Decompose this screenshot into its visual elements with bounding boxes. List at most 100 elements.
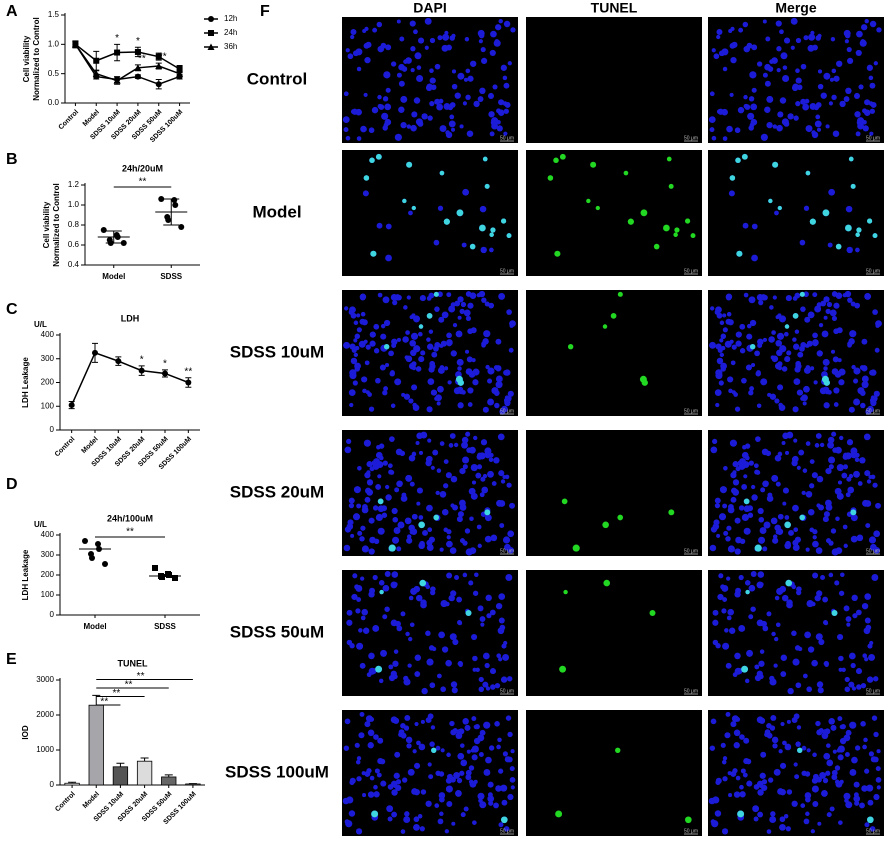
marker <box>185 379 192 386</box>
cell <box>793 527 799 533</box>
cell <box>415 441 420 446</box>
apoptotic-cell <box>845 224 852 232</box>
marker <box>92 70 100 77</box>
cell <box>345 48 350 53</box>
marker <box>176 65 183 72</box>
cell <box>383 319 391 327</box>
cell <box>429 101 435 107</box>
cell <box>484 514 492 522</box>
cell <box>413 823 420 831</box>
apoptotic-cell <box>375 665 383 673</box>
cell <box>349 306 356 314</box>
cell <box>764 480 769 486</box>
cell <box>851 686 857 691</box>
cell <box>487 792 493 798</box>
cell <box>734 667 742 675</box>
cell <box>504 756 511 763</box>
cell <box>495 785 502 792</box>
cell <box>832 356 839 363</box>
cell <box>412 749 417 754</box>
cell <box>356 66 362 72</box>
cell <box>413 97 421 104</box>
row-label: Model <box>252 202 301 221</box>
cell <box>390 403 396 408</box>
cell <box>831 368 839 375</box>
cell <box>446 773 453 780</box>
y-axis-label: Normalized to Control <box>32 17 41 101</box>
cell <box>439 366 445 372</box>
marker <box>176 70 184 77</box>
x-tick-label: Model <box>82 109 101 128</box>
cell <box>355 828 363 835</box>
cell <box>343 127 349 133</box>
cell <box>438 792 446 799</box>
cell <box>353 352 359 358</box>
cell <box>795 77 802 84</box>
marker <box>162 370 168 377</box>
cell <box>772 537 779 544</box>
cell <box>710 446 718 454</box>
cell <box>485 364 490 370</box>
cell <box>445 131 453 139</box>
cell <box>429 741 435 747</box>
cell <box>439 547 444 552</box>
cell <box>381 512 388 518</box>
cell <box>504 474 510 480</box>
marker <box>113 77 121 84</box>
cell <box>496 744 501 750</box>
cell <box>424 17 432 25</box>
cell <box>727 545 735 553</box>
apoptotic-cell <box>850 183 856 189</box>
cell <box>752 805 760 813</box>
scale-bar-label: 50 μm <box>500 408 514 414</box>
cell <box>781 366 788 372</box>
y-axis-label: LDH Leakage <box>21 549 30 600</box>
cell <box>812 535 817 540</box>
cell <box>364 721 371 728</box>
cell <box>454 575 460 581</box>
cell <box>764 80 771 87</box>
cell <box>396 19 401 24</box>
cell <box>819 771 827 779</box>
apoptotic-cell <box>506 233 512 239</box>
cell <box>833 75 840 82</box>
cell <box>356 642 364 650</box>
cell <box>754 350 760 357</box>
cell <box>351 593 358 601</box>
cell <box>429 77 436 84</box>
cell <box>462 464 468 470</box>
cell <box>725 294 732 301</box>
cell <box>446 529 452 535</box>
cell <box>488 111 495 118</box>
cell <box>817 83 824 90</box>
cell <box>801 745 807 751</box>
cell <box>509 320 516 328</box>
cell <box>870 756 877 763</box>
cell <box>464 528 471 534</box>
apoptotic-cell <box>749 344 756 350</box>
micrograph <box>526 290 702 416</box>
cell <box>504 369 511 376</box>
cell <box>361 376 368 383</box>
cell <box>816 590 823 597</box>
cell <box>853 367 861 375</box>
cell <box>460 743 465 748</box>
cell <box>804 792 812 799</box>
cell <box>769 725 776 731</box>
cell <box>816 681 824 688</box>
cell <box>443 483 449 489</box>
cell <box>721 608 727 614</box>
bar <box>88 704 104 786</box>
cell <box>406 743 412 749</box>
cell <box>764 732 770 738</box>
cell <box>386 805 394 813</box>
cell <box>393 649 399 654</box>
cell <box>368 127 375 134</box>
apoptotic-cell <box>482 156 488 162</box>
cell <box>803 385 810 393</box>
cell <box>766 122 773 129</box>
cell <box>457 620 462 625</box>
cell <box>827 441 834 449</box>
cell <box>427 343 434 350</box>
cell <box>812 332 818 339</box>
